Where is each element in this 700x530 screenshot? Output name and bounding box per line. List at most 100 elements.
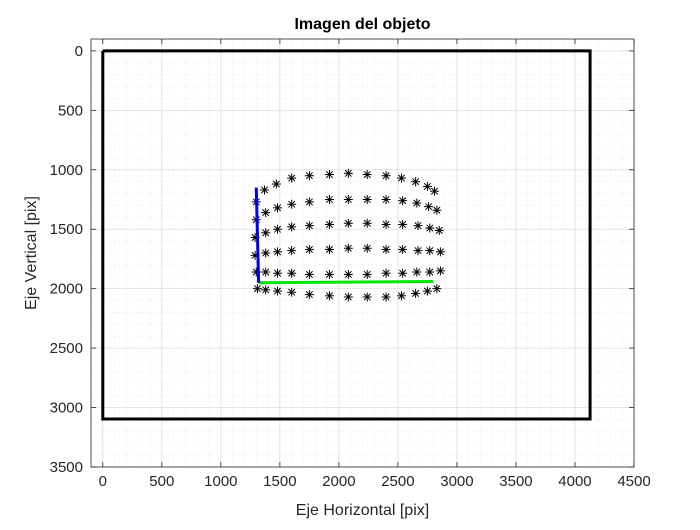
data-point [343,168,353,178]
data-point [425,246,435,256]
data-point [434,225,444,235]
y-tick-label: 500 [58,102,83,119]
y-tick-label: 2500 [50,340,83,357]
data-point [422,286,432,296]
object-x-axis-line [258,280,434,285]
data-point [381,244,391,254]
x-tick-label: 0 [99,473,107,490]
data-point [261,228,271,238]
data-point [412,198,422,208]
data-point [271,179,281,189]
data-point [261,285,271,295]
data-point [273,224,283,234]
data-point [435,247,445,257]
data-point [261,267,271,277]
data-point [304,221,314,231]
data-point [425,223,435,233]
data-point [362,170,372,180]
data-point [381,219,391,229]
data-point [343,195,353,204]
data-point [287,268,297,278]
data-point [324,195,334,204]
data-point [398,244,408,254]
x-tick-label: 4500 [617,473,650,490]
x-tick-label: 1000 [204,473,237,490]
data-point [324,269,334,279]
data-point [324,291,334,301]
data-point [273,268,283,278]
data-point [304,244,314,254]
data-point [324,170,334,180]
data-point [252,284,262,294]
data-point [422,181,432,191]
data-point [324,244,334,254]
data-point [362,243,372,253]
data-point [304,171,314,181]
data-point [362,269,372,279]
x-tick-label: 3500 [499,473,532,490]
x-tick-label: 3000 [440,473,473,490]
x-axis-label: Eje Horizontal [pix] [296,502,429,519]
y-axis-label: Eje Vertical [pix] [23,196,40,310]
data-point [324,219,334,229]
data-point [273,203,283,213]
data-point [398,268,408,278]
data-point [343,218,353,228]
data-point [381,171,391,181]
object-y-axis-line [254,187,261,283]
data-point [362,292,372,302]
data-point [396,291,406,301]
data-point [412,267,422,277]
data-point [343,292,353,302]
data-point [398,196,408,206]
x-tick-label: 2500 [381,473,414,490]
data-point [425,267,435,277]
y-tick-label: 1500 [50,221,83,238]
data-point [287,246,297,256]
x-tick-label: 1500 [263,473,296,490]
data-point [343,243,353,253]
data-point [304,269,314,279]
data-point [381,268,391,278]
data-point [413,246,423,256]
y-tick-label: 1000 [50,162,83,179]
data-point [411,177,421,187]
data-point [287,222,297,232]
y-tick-label: 0 [75,43,83,60]
data-point [362,195,372,204]
y-tick-label: 2000 [50,281,83,298]
data-point [435,266,445,276]
data-point [287,199,297,209]
data-point [413,221,423,231]
data-point [432,284,442,294]
data-point [287,173,297,183]
y-tick-label: 3500 [50,459,83,476]
data-point [304,290,314,300]
chart-title: Imagen del objeto [294,16,430,33]
data-point [411,288,421,298]
frame-line [101,49,592,421]
y-tick-label: 3000 [50,400,83,417]
data-point [398,219,408,229]
data-point [287,287,297,297]
data-point [343,269,353,279]
data-point [432,205,442,215]
x-tick-label: 500 [149,473,174,490]
data-point [381,292,391,302]
data-point [261,208,271,218]
data-point [381,195,391,204]
x-tick-label: 4000 [558,473,591,490]
data-point [396,173,406,183]
data-point [273,286,283,296]
data-point [430,186,440,196]
data-point [261,248,271,258]
plot-area [90,38,635,468]
data-point [304,197,314,207]
data-point [362,218,372,228]
data-point [424,202,434,212]
data-point [273,247,283,257]
data-point [260,185,270,195]
x-tick-label: 2000 [322,473,355,490]
